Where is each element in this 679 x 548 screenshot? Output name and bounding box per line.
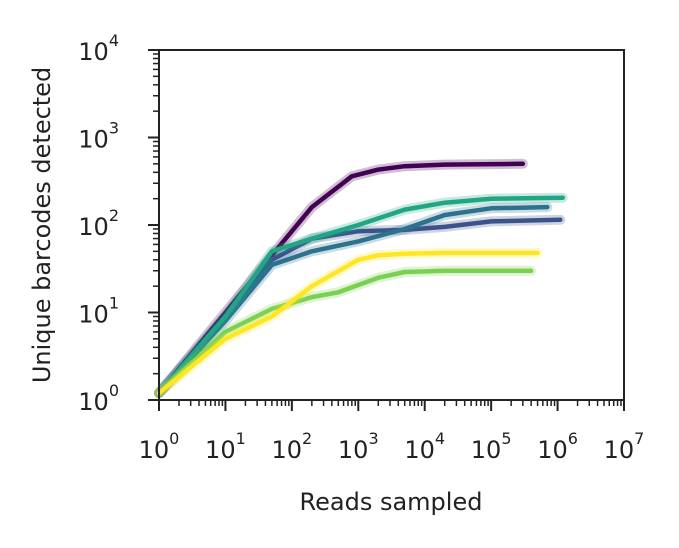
y-tick-label: 101	[78, 294, 119, 329]
series-line-5	[156, 268, 534, 396]
axes-frame	[158, 49, 625, 401]
y-tick-label: 100	[78, 381, 119, 416]
x-axis-label: Reads sampled	[300, 488, 483, 516]
series-line-6	[156, 250, 540, 396]
y-tick-label: 104	[78, 31, 119, 66]
x-tick-label: 105	[471, 429, 512, 464]
x-axis-ticks: 100 101 102 103 104 105 106 107	[139, 400, 645, 464]
series-lines	[154, 158, 568, 399]
series-line-3	[156, 204, 550, 396]
y-axis-label: Unique barcodes detected	[28, 67, 56, 383]
x-tick-label: 101	[205, 429, 246, 464]
series-line-4	[156, 195, 566, 396]
y-tick-label: 102	[78, 206, 119, 241]
x-tick-label: 104	[404, 429, 445, 464]
plot-frame	[158, 49, 625, 401]
x-tick-label: 103	[338, 429, 379, 464]
y-tick-label: 103	[78, 119, 119, 154]
x-tick-label: 102	[271, 429, 312, 464]
series-band-4	[154, 192, 568, 399]
x-tick-label: 100	[139, 429, 180, 464]
x-tick-label: 107	[604, 429, 645, 464]
x-tick-label: 106	[537, 429, 578, 464]
y-axis-ticks: 100 101 102 103 104	[78, 31, 159, 416]
